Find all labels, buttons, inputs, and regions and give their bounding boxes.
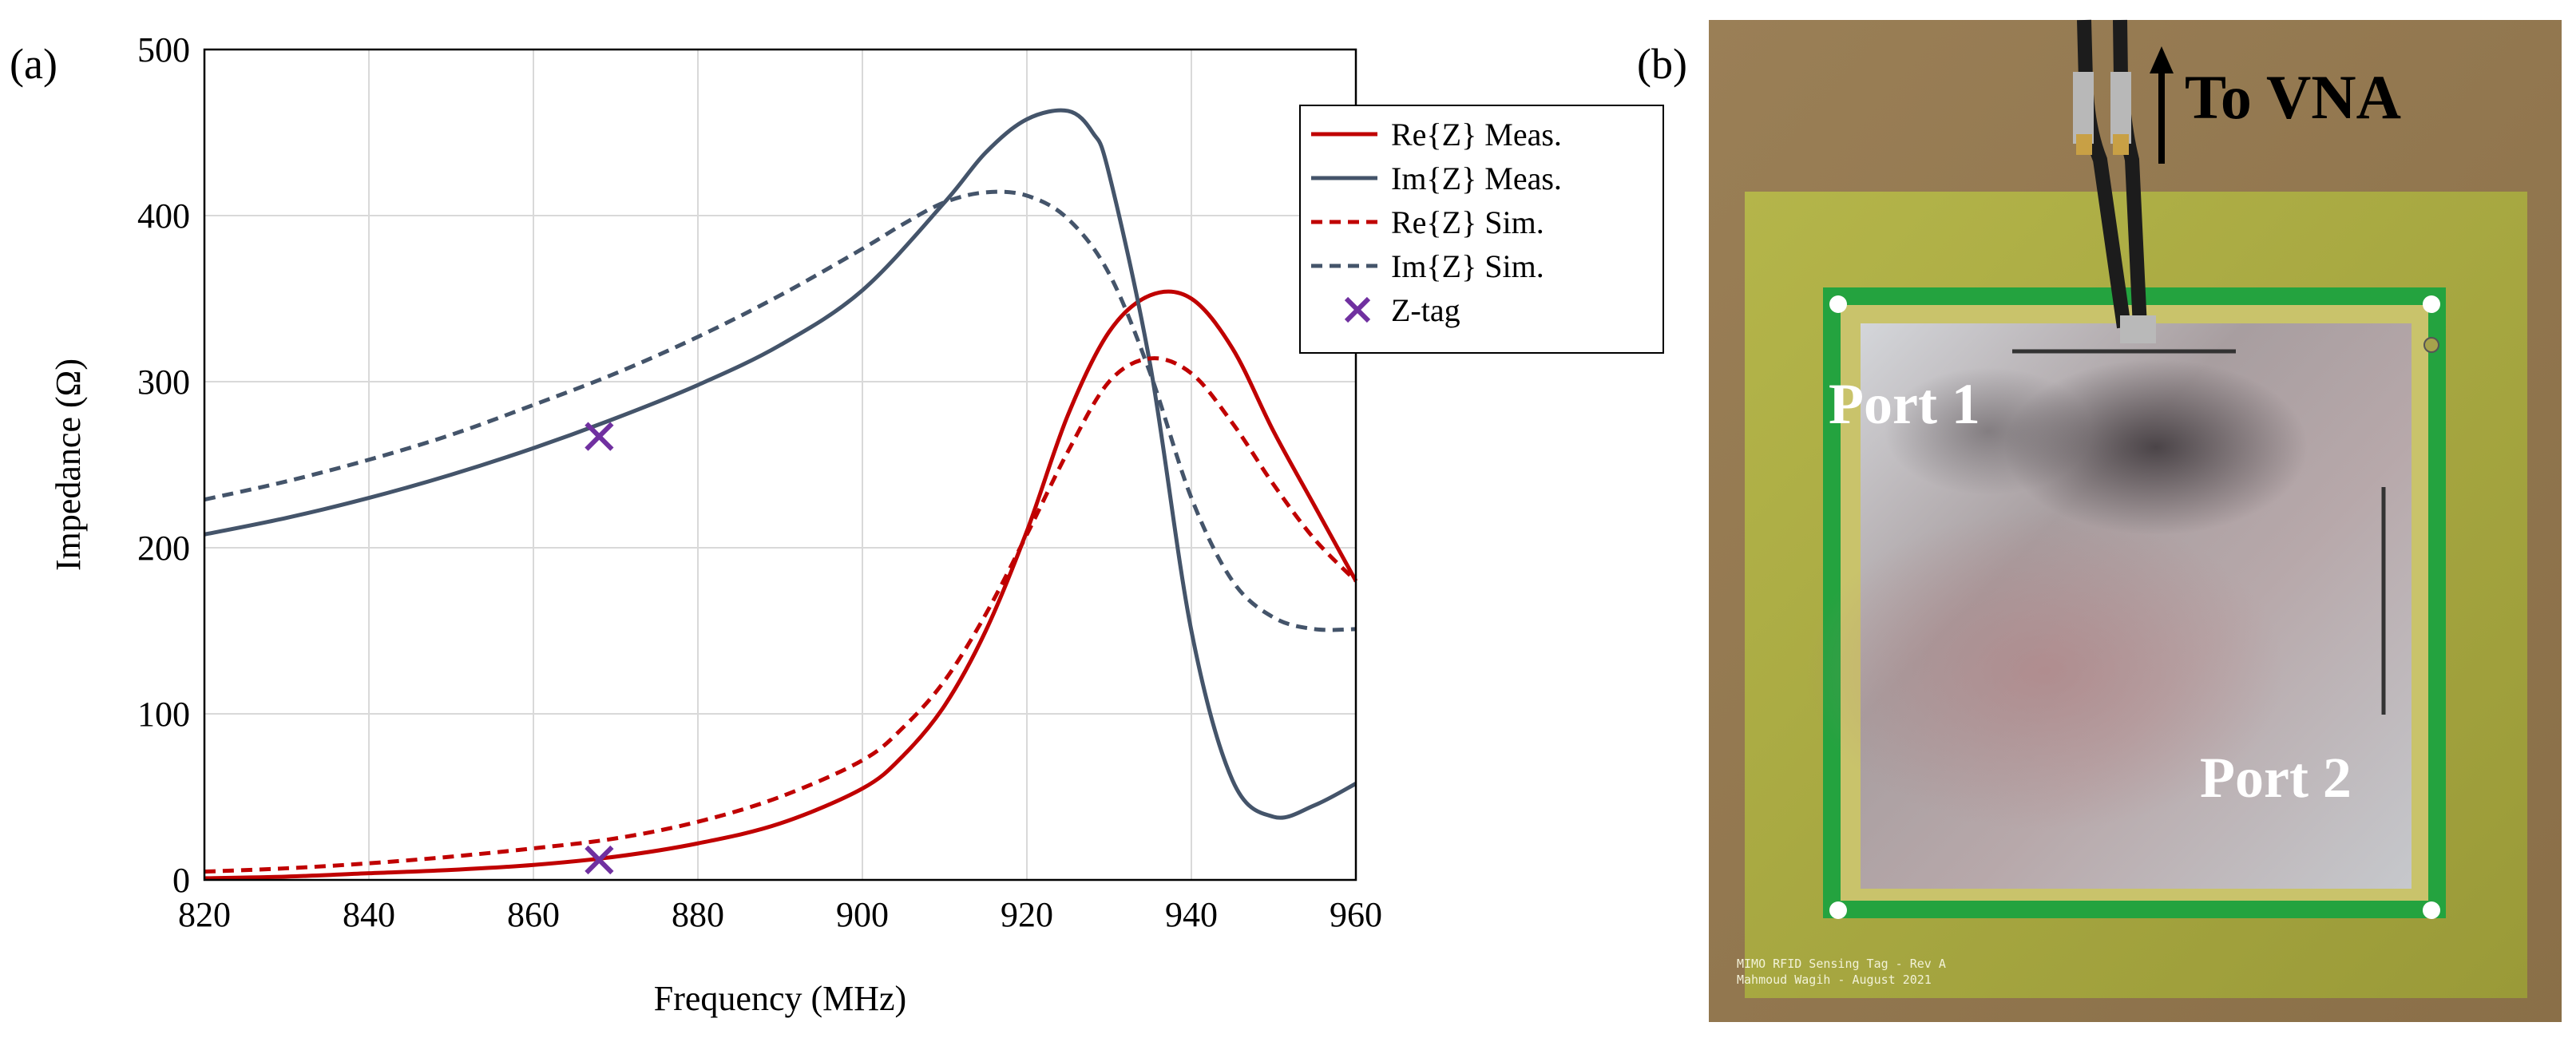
y-axis-title: Impedance (Ω) — [49, 359, 88, 571]
legend-label: Im{Z} Meas. — [1391, 160, 1562, 196]
x-axis-title: Frequency (MHz) — [654, 979, 906, 1018]
y-tick-label: 300 — [137, 363, 190, 402]
mounting-hole — [2423, 295, 2440, 313]
ztag-marker — [585, 422, 614, 451]
x-tick-label: 920 — [1001, 895, 1053, 934]
legend-label: Re{Z} Meas. — [1391, 117, 1562, 153]
plot-frame — [203, 48, 1357, 882]
sma-connector — [2120, 315, 2156, 343]
x-tick-labels: 820 840 860 880 900 920 940 960 — [178, 895, 1382, 934]
to-vna-label: To VNA — [2185, 62, 2401, 132]
mounting-hole — [1829, 901, 1847, 919]
series-line — [204, 356, 1357, 874]
x-tick-label: 900 — [836, 895, 889, 934]
mounting-hole — [1829, 295, 1847, 313]
series-line — [204, 189, 1357, 632]
x-tick-label: 860 — [507, 895, 560, 934]
legend-item: Re{Z} Sim. — [1311, 204, 1544, 240]
panel-b-label: (b) — [1637, 40, 1687, 88]
y-tick-label: 400 — [137, 196, 190, 236]
ztag-markers — [585, 422, 614, 875]
chart-series — [204, 108, 1358, 881]
panel-a-label: (a) — [10, 40, 57, 88]
legend-label: Re{Z} Sim. — [1391, 204, 1544, 240]
mounting-hole — [2423, 901, 2440, 919]
photo-panel: To VNA Port 1 Port 2 MIMO RFID Sensing T… — [1709, 19, 2562, 1022]
series-line — [204, 289, 1358, 881]
legend: Re{Z} Meas. Im{Z} Meas. Re{Z} Sim. Im{Z} Si… — [1299, 105, 1664, 354]
legend-label: Z-tag — [1391, 292, 1460, 328]
series-line — [204, 108, 1357, 820]
y-tick-label: 200 — [137, 529, 190, 568]
x-tick-label: 820 — [178, 895, 231, 934]
x-tick-label: 940 — [1165, 895, 1218, 934]
legend-label: Im{Z} Sim. — [1391, 248, 1544, 284]
x-tick-label: 880 — [672, 895, 724, 934]
legend-item: Im{Z} Sim. — [1311, 248, 1544, 284]
pcb-silkscreen-line2: Mahmoud Wagih - August 2021 — [1737, 973, 1932, 987]
x-tick-label: 840 — [343, 895, 395, 934]
y-tick-label: 0 — [172, 861, 190, 900]
legend-item: Im{Z} Meas. — [1311, 160, 1562, 196]
y-tick-label: 500 — [137, 30, 190, 69]
legend-item: Z-tag — [1344, 292, 1460, 328]
ztag-marker — [585, 845, 614, 875]
port1-label: Port 1 — [1829, 372, 1980, 436]
y-tick-label: 100 — [137, 695, 190, 734]
legend-item: Re{Z} Meas. — [1311, 117, 1562, 153]
chart-grid — [204, 49, 1357, 881]
y-tick-labels: 0 100 200 300 400 500 — [137, 30, 190, 900]
pcb-silkscreen-line1: MIMO RFID Sensing Tag - Rev A — [1737, 957, 1946, 971]
x-tick-label: 960 — [1330, 895, 1382, 934]
port2-label: Port 2 — [2200, 746, 2352, 810]
